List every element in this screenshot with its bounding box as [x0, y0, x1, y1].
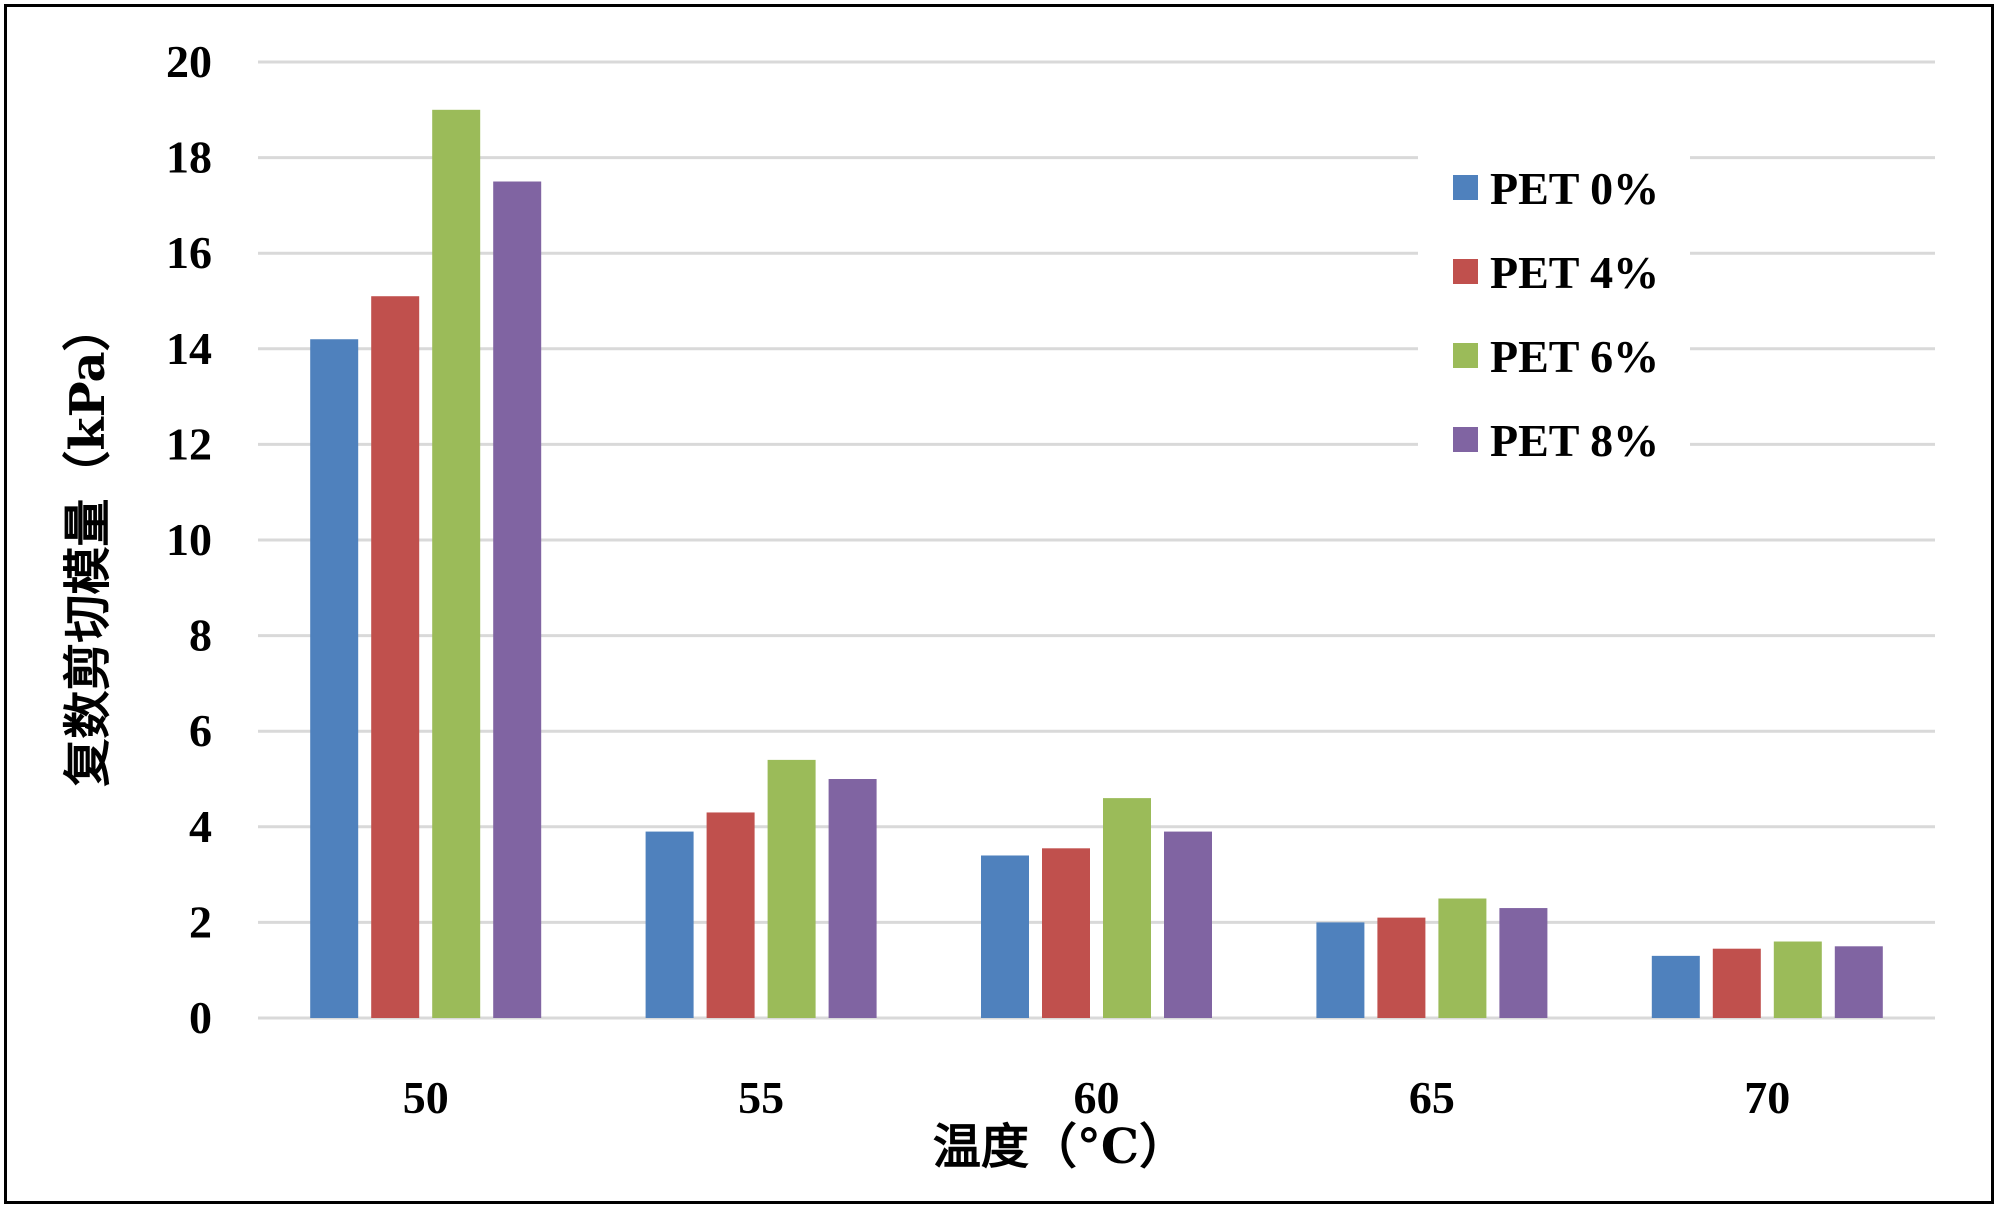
x-tick-label: 70	[1744, 1072, 1790, 1123]
y-tick-label: 8	[189, 610, 212, 661]
bar	[432, 109, 481, 1019]
y-tick-label: 18	[166, 132, 212, 183]
bar	[1438, 898, 1487, 1018]
x-tick-label: 65	[1409, 1072, 1455, 1123]
bar	[1316, 922, 1365, 1018]
bar	[1164, 831, 1212, 1018]
y-axis-ticks: 0 2 4 6 8 10 12 14 16 18 20	[166, 36, 212, 1043]
legend-background	[1418, 150, 1690, 470]
x-axis-title: 温度（°C）	[933, 1119, 1187, 1175]
bars	[310, 109, 1883, 1019]
x-tick-label: 55	[738, 1072, 784, 1123]
bar	[706, 812, 755, 1018]
bar	[1103, 798, 1151, 1018]
bar	[645, 831, 694, 1018]
y-tick-label: 12	[166, 418, 212, 469]
bar	[981, 855, 1029, 1018]
bar	[1834, 946, 1883, 1018]
x-tick-label: 50	[403, 1072, 449, 1123]
bar	[1651, 955, 1700, 1018]
y-tick-label: 14	[166, 323, 212, 374]
y-axis-title: 复数剪切模量（kPa）	[60, 303, 116, 786]
legend-label: PET 0%	[1490, 163, 1659, 214]
legend-swatch	[1453, 427, 1478, 452]
bar	[1499, 908, 1548, 1018]
y-tick-label: 10	[166, 514, 212, 565]
y-tick-label: 4	[189, 801, 212, 852]
legend: PET 0% PET 4% PET 6% PET 8%	[1418, 150, 1690, 470]
legend-label: PET 6%	[1490, 331, 1659, 382]
y-tick-label: 0	[189, 992, 212, 1043]
legend-swatch	[1453, 175, 1478, 200]
bar	[1377, 917, 1426, 1018]
legend-swatch	[1453, 343, 1478, 368]
y-tick-label: 16	[166, 227, 212, 278]
y-tick-label: 6	[189, 705, 212, 756]
legend-label: PET 8%	[1490, 415, 1659, 466]
bar	[767, 759, 816, 1018]
bar	[1042, 848, 1090, 1018]
bar	[493, 181, 542, 1018]
y-tick-label: 20	[166, 36, 212, 87]
legend-label: PET 4%	[1490, 247, 1659, 298]
legend-swatch	[1453, 259, 1478, 284]
bar	[1773, 941, 1822, 1018]
bar	[371, 296, 420, 1019]
bar	[828, 779, 877, 1018]
bar	[1712, 948, 1761, 1018]
bar	[310, 339, 359, 1018]
x-tick-label: 60	[1074, 1072, 1120, 1123]
x-axis-ticks: 50 55 60 65 70	[403, 1072, 1791, 1123]
y-tick-label: 2	[189, 896, 212, 947]
